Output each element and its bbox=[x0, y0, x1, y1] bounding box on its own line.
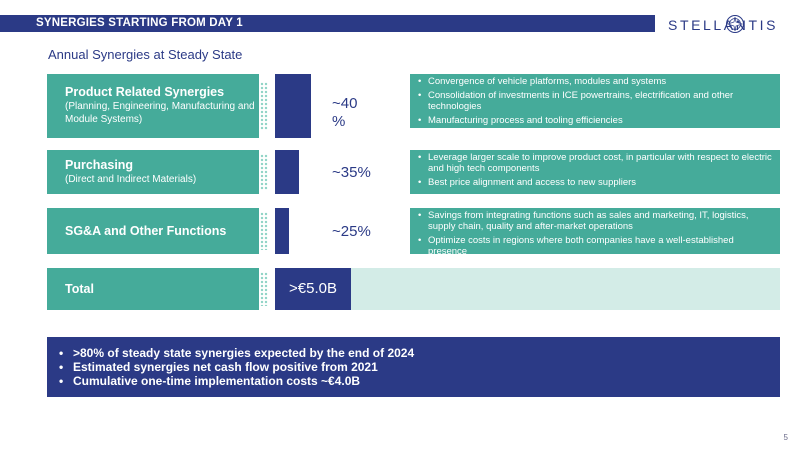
bullet-item: Convergence of vehicle platforms, module… bbox=[418, 76, 772, 87]
bullet-box-product: Convergence of vehicle platforms, module… bbox=[410, 74, 780, 128]
share-bar-sga bbox=[275, 208, 289, 254]
dot-separator bbox=[260, 82, 268, 130]
summary-box: >80% of steady state synergies expected … bbox=[47, 337, 780, 397]
dot-separator bbox=[260, 272, 268, 306]
category-subtitle: (Planning, Engineering, Manufacturing an… bbox=[65, 101, 255, 125]
summary-item: Cumulative one-time implementation costs… bbox=[59, 374, 780, 388]
share-bar-purchasing bbox=[275, 150, 299, 194]
category-box-product: Product Related Synergies (Planning, Eng… bbox=[47, 74, 259, 138]
total-label-box: Total bbox=[47, 268, 259, 310]
dot-separator bbox=[260, 154, 268, 190]
share-bar-product bbox=[275, 74, 311, 138]
share-label-purchasing: ~35% bbox=[332, 164, 371, 181]
total-value: >€5.0B bbox=[275, 268, 351, 310]
bullet-box-purchasing: Leverage larger scale to improve product… bbox=[410, 150, 780, 194]
bullet-item: Optimize costs in regions where both com… bbox=[418, 235, 772, 257]
category-box-sga: SG&A and Other Functions bbox=[47, 208, 259, 254]
category-box-purchasing: Purchasing (Direct and Indirect Material… bbox=[47, 150, 259, 194]
total-label: Total bbox=[65, 282, 94, 296]
share-label-product: ~40 % bbox=[332, 95, 358, 130]
section-subtitle: Annual Synergies at Steady State bbox=[48, 47, 243, 62]
page-number: 5 bbox=[783, 433, 788, 442]
share-label-sga: ~25% bbox=[332, 223, 371, 240]
dot-separator bbox=[260, 212, 268, 250]
category-title: Product Related Synergies bbox=[65, 85, 225, 99]
summary-item: >80% of steady state synergies expected … bbox=[59, 346, 780, 360]
summary-item: Estimated synergies net cash flow positi… bbox=[59, 360, 780, 374]
logo-emblem-icon bbox=[726, 15, 744, 33]
header-band bbox=[0, 15, 655, 32]
category-subtitle: (Direct and Indirect Materials) bbox=[65, 174, 197, 185]
slide-title: SYNERGIES STARTING FROM DAY 1 bbox=[36, 17, 243, 29]
total-strip bbox=[275, 268, 780, 310]
bullet-item: Best price alignment and access to new s… bbox=[418, 177, 772, 188]
logo-text: STELLANTIS bbox=[668, 17, 779, 33]
bullet-item: Consolidation of investments in ICE powe… bbox=[418, 90, 772, 112]
bullet-item: Leverage larger scale to improve product… bbox=[418, 152, 772, 174]
bullet-box-sga: Savings from integrating functions such … bbox=[410, 208, 780, 257]
category-title: Purchasing bbox=[65, 158, 134, 172]
bullet-item: Savings from integrating functions such … bbox=[418, 210, 772, 232]
category-title: SG&A and Other Functions bbox=[65, 224, 227, 238]
bullet-item: Manufacturing process and tooling effici… bbox=[418, 115, 772, 126]
stellantis-logo: STELLANTIS bbox=[668, 14, 780, 36]
